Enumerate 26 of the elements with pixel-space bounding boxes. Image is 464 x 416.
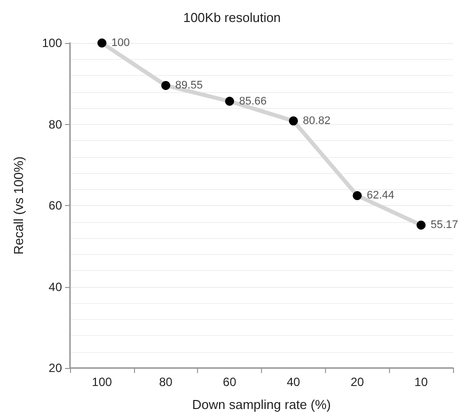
point <box>288 116 298 126</box>
x-tick-label: 60 <box>222 375 237 389</box>
point <box>225 96 234 106</box>
y-tick-label: 80 <box>48 117 62 132</box>
data-label: 55.17 <box>430 219 458 232</box>
chart-title: 100Kb resolution <box>183 10 281 25</box>
x-axis-title: Down sampling rate (%) <box>192 397 331 412</box>
x-tick-label: 80 <box>159 375 173 389</box>
point <box>97 38 106 48</box>
data-label: 80.82 <box>302 114 330 127</box>
x-tick-label: 10 <box>414 375 428 389</box>
data-label: 62.44 <box>366 190 394 202</box>
data-label: 100 <box>111 37 130 49</box>
x-tick-label: 40 <box>286 375 300 389</box>
data-label: 85.66 <box>239 95 267 108</box>
y-tick-label: 60 <box>48 198 62 212</box>
y-tick-label: 100 <box>42 36 62 50</box>
y-axis-title: Recall (vs 100%) <box>11 156 26 255</box>
y-tick-label: 40 <box>48 280 62 294</box>
point <box>352 191 362 200</box>
x-tick-label: 20 <box>350 375 364 389</box>
data-label: 89.55 <box>175 79 203 92</box>
point <box>161 80 170 90</box>
x-tick-label: 100 <box>92 375 112 389</box>
y-tick-label: 20 <box>48 361 62 375</box>
point <box>416 220 426 230</box>
